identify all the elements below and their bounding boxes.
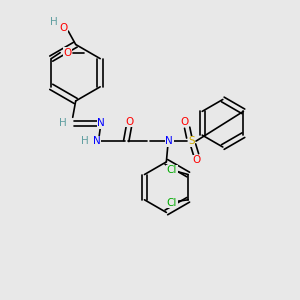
Text: O: O <box>125 117 133 127</box>
Text: N: N <box>97 118 105 128</box>
Text: O: O <box>60 23 68 33</box>
Text: H: H <box>59 118 67 128</box>
Text: N: N <box>93 136 101 146</box>
Text: O: O <box>192 155 200 165</box>
Text: O: O <box>64 48 72 58</box>
Text: Cl: Cl <box>167 198 177 208</box>
Text: S: S <box>188 136 195 146</box>
Text: N: N <box>165 136 173 146</box>
Text: Cl: Cl <box>167 165 177 175</box>
Text: O: O <box>180 117 188 127</box>
Text: H: H <box>50 17 57 27</box>
Text: H: H <box>81 136 88 146</box>
